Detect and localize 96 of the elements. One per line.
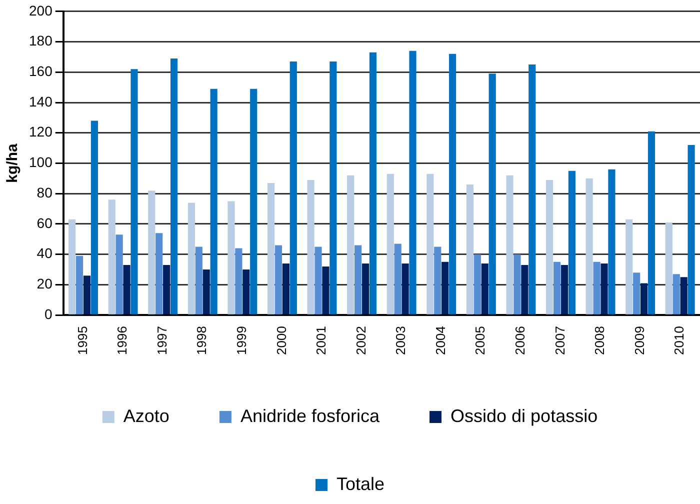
bar [568,170,576,314]
bar [514,254,521,314]
x-tick-label: 2010 [672,326,687,355]
bar [600,263,608,314]
y-tick-label: 200 [29,2,53,18]
bar [640,283,648,314]
bar [593,262,600,314]
bar [123,264,130,314]
bar [76,256,84,314]
bar [250,88,258,314]
y-tick-label: 120 [29,124,53,140]
y-tick-label: 140 [29,93,53,110]
y-axis-title: kg/ha [4,143,22,183]
bar [330,62,337,314]
bar [426,174,434,314]
x-tick-label: 2001 [314,326,329,355]
bar [648,131,656,314]
bar [546,180,554,314]
bar [449,54,456,314]
bar [553,262,561,314]
bar [314,246,322,314]
bar [665,222,672,314]
x-tick-label: 1999 [234,326,249,355]
bar [148,190,156,314]
bar [672,274,680,314]
bar [409,50,416,314]
x-tick-label: 2007 [552,326,568,355]
y-tick-label: 60 [36,214,53,231]
bar [680,277,688,314]
bar [202,270,210,314]
bar [130,69,138,314]
x-tick-label: 2004 [432,326,448,355]
bar [156,233,163,314]
y-tick-label: 80 [36,184,53,200]
x-tick-label: 2005 [472,326,488,355]
bar [170,58,178,314]
x-tick-label: 2000 [274,326,289,355]
bar [347,175,354,314]
x-tick-label: 1995 [74,326,90,355]
bar [688,145,695,314]
bar [402,263,409,314]
bar [307,180,314,314]
bar [488,74,496,314]
bar [442,262,449,314]
bar [386,174,394,314]
bar [394,244,402,314]
x-tick-label: 1997 [154,326,170,355]
y-tick-label: 0 [44,306,53,322]
x-tick-label: 2006 [512,326,528,355]
bar [362,263,370,314]
bar [274,245,282,314]
legend-label: Totale [336,474,385,494]
bar [434,246,442,314]
bar [83,276,91,314]
bar [481,263,488,314]
bar [369,52,377,314]
bar [586,178,593,314]
bar [195,246,202,314]
bar [267,182,275,314]
legend-label: Azoto [123,406,170,426]
bar [506,175,514,314]
bar [242,270,250,314]
legend-label: Anidride fosforica [240,406,380,426]
x-tick-label: 2008 [592,326,608,355]
bar [210,88,218,314]
bar [68,219,76,314]
bar [108,200,116,314]
x-tick-label: 1998 [194,326,210,355]
bar [633,272,640,314]
x-tick-label: 2009 [632,326,647,355]
bar [608,169,616,314]
y-tick-label: 100 [29,154,53,170]
bar [116,234,123,314]
bar [626,219,633,314]
y-tick-label: 20 [36,276,53,292]
bar [228,201,235,314]
bar [163,264,170,314]
bar [90,120,98,314]
y-tick-label: 180 [29,32,53,49]
bar [290,62,297,314]
bar [528,64,536,314]
legend-label: Ossido di potassio [450,406,598,426]
x-tick-label: 2003 [393,326,408,355]
y-tick-label: 40 [36,245,53,262]
bar [521,264,528,314]
y-tick-label: 160 [29,62,53,79]
bar [282,263,290,314]
bar [322,266,330,314]
bar [235,248,242,314]
bar [560,264,568,314]
bar [188,202,195,314]
x-tick-label: 1996 [114,326,130,355]
x-tick-label: 2002 [353,326,368,355]
bar [466,184,474,314]
bar [474,254,481,314]
bar [354,245,362,314]
